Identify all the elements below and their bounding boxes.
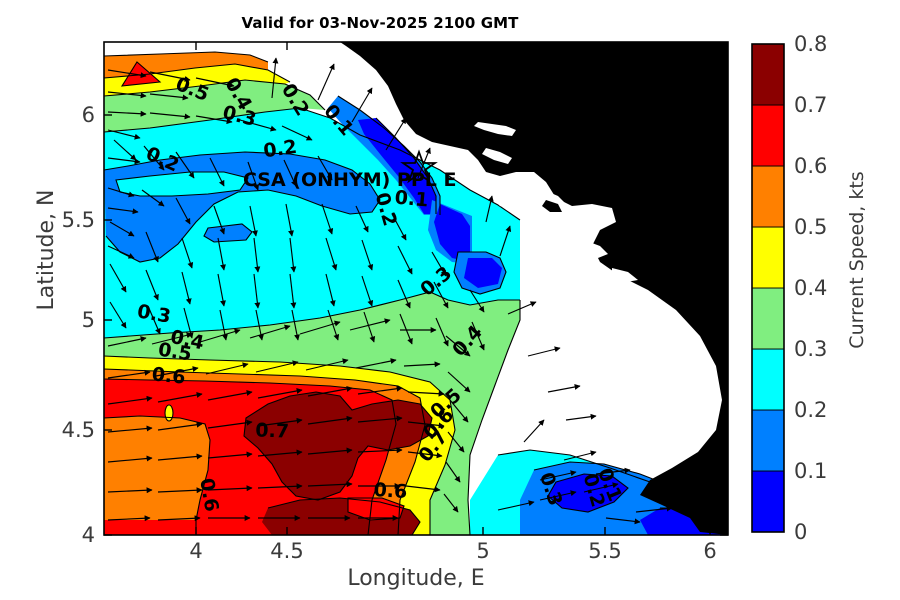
colorbar-band bbox=[751, 470, 785, 533]
band-green-south bbox=[104, 292, 520, 535]
x-tick-marks bbox=[195, 42, 711, 535]
coastline-landmass bbox=[340, 42, 728, 535]
contour-label: 0.7 bbox=[255, 419, 289, 442]
inlet-white-south-lagoon bbox=[566, 238, 608, 258]
colorbar-tick-label: 0.5 bbox=[794, 215, 827, 239]
island-black-a bbox=[542, 200, 562, 212]
y-tick-label: 4.5 bbox=[62, 418, 95, 442]
x-axis-label: Longitude, E bbox=[347, 566, 485, 591]
hole-cyan-in-blue bbox=[116, 172, 248, 196]
x-tick-label: 4.5 bbox=[270, 539, 303, 563]
patch-darkblue-interior bbox=[204, 224, 252, 242]
contour-label: 0.1 bbox=[394, 187, 429, 212]
colorbar-tick-label: 0 bbox=[794, 520, 807, 544]
colorbar-bands bbox=[751, 43, 785, 533]
colorbar-band bbox=[751, 165, 785, 228]
contour-label: 0.2 bbox=[262, 136, 298, 162]
axes-frame: 4 4.5 5 5.5 6 4 4.5 5 5.5 6 bbox=[62, 41, 729, 563]
colorbar-tick-labels: 0 0.1 0.2 0.3 0.4 0.5 0.6 0.7 0.8 bbox=[794, 32, 827, 544]
site-label: CSA (ONHYM) PPL E bbox=[243, 169, 456, 191]
patch-orange-inner-sw bbox=[104, 416, 210, 520]
patch-red-in-darkred-bottom bbox=[348, 498, 404, 520]
inlet-white-small-b bbox=[612, 268, 638, 282]
x-tick-labels: 4 4.5 5 5.5 6 bbox=[189, 539, 716, 563]
y-tick-labels: 4 4.5 5 5.5 6 bbox=[62, 103, 95, 547]
x-tick-label: 6 bbox=[703, 539, 716, 563]
inlet-white-peninsula-gap bbox=[492, 192, 522, 210]
band-darkblue-nearshore-mid bbox=[434, 204, 470, 262]
contour-label: 0.6 bbox=[151, 363, 187, 388]
band-darkblue-mid-coast bbox=[464, 258, 502, 288]
colorbar-tick-label: 0.1 bbox=[794, 459, 827, 483]
land-mask bbox=[340, 42, 728, 535]
colorbar-tick-label: 0.8 bbox=[794, 32, 827, 56]
colorbar-tick-label: 0.2 bbox=[794, 398, 827, 422]
band-yellow-south bbox=[104, 356, 455, 535]
star-marker bbox=[400, 149, 438, 184]
inlet-white-north bbox=[474, 122, 516, 136]
inlet-white-small-a bbox=[554, 226, 578, 238]
inlet-white-mid-upper bbox=[482, 148, 512, 164]
colorbar-tick-label: 0.6 bbox=[794, 154, 827, 178]
colorbar: 0 0.1 0.2 0.3 0.4 0.5 0.6 0.7 0.8 bbox=[751, 32, 827, 544]
y-tick-label: 5.5 bbox=[62, 208, 95, 232]
x-tick-label: 5.5 bbox=[588, 539, 621, 563]
y-tick-label: 5 bbox=[82, 308, 95, 332]
colorbar-band bbox=[751, 287, 785, 350]
y-tick-label: 4 bbox=[82, 523, 95, 547]
colorbar-band bbox=[751, 226, 785, 289]
y-tick-marks bbox=[104, 114, 728, 536]
x-tick-label: 4 bbox=[189, 539, 202, 563]
figure-title: Valid for 03-Nov-2025 2100 GMT bbox=[241, 14, 519, 32]
band-yellow-north bbox=[104, 64, 290, 96]
patch-red-bottom-left bbox=[104, 520, 200, 535]
colorbar-tick-label: 0.7 bbox=[794, 93, 827, 117]
current-vector-field bbox=[107, 57, 723, 525]
contour-plot-area: 0.5 0.40.3 0.20.10.20.20.20.10.30.40.50.60… bbox=[104, 42, 728, 535]
site-annotation: CSA (ONHYM) PPL E bbox=[243, 149, 456, 191]
colorbar-tick-label: 0.4 bbox=[794, 276, 827, 300]
contour-label: 0.5 bbox=[157, 339, 194, 366]
colorbar-band bbox=[751, 43, 785, 106]
band-darkblue-se bbox=[548, 474, 628, 512]
colorbar-band bbox=[751, 104, 785, 167]
band-green-north bbox=[104, 80, 325, 132]
contour-label: 0.6 bbox=[373, 479, 408, 503]
x-tick-label: 5 bbox=[476, 539, 489, 563]
y-tick-label: 6 bbox=[82, 103, 95, 127]
colorbar-band bbox=[751, 409, 785, 472]
colorbar-tick-label: 0.3 bbox=[794, 337, 827, 361]
colorbar-band bbox=[751, 348, 785, 411]
